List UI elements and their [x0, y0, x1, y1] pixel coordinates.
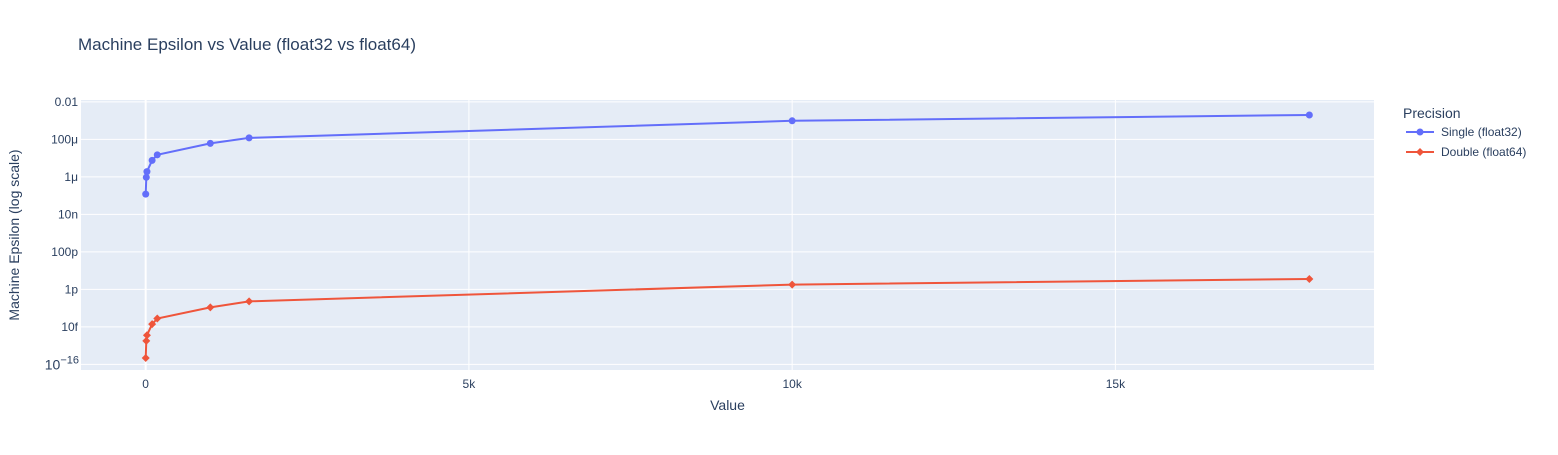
series-layer: [141, 111, 1314, 362]
data-point: [141, 353, 150, 362]
data-point: [206, 303, 215, 312]
y-tick-label: 100p: [51, 245, 78, 259]
data-point: [206, 139, 214, 147]
legend-title: Precision: [1403, 105, 1461, 121]
legend-swatch-marker: [1416, 148, 1424, 156]
data-point: [245, 134, 253, 142]
x-axis-title: Value: [710, 397, 745, 413]
data-point: [153, 151, 161, 159]
plot-area: [81, 100, 1374, 370]
data-point: [148, 156, 156, 164]
data-point: [153, 314, 162, 323]
data-point: [142, 331, 151, 340]
x-tick-label: 15k: [1106, 377, 1126, 391]
y-tick-label: 10−16: [45, 354, 79, 372]
data-point: [143, 168, 151, 176]
legend-label: Double (float64): [1441, 145, 1526, 159]
y-tick-label: 1μ: [64, 170, 78, 184]
grid-layer: [81, 100, 1374, 370]
data-point: [1305, 274, 1314, 283]
data-point: [788, 117, 796, 125]
y-axis-title: Machine Epsilon (log scale): [6, 149, 22, 320]
y-tick-label: 1p: [65, 282, 79, 296]
legend-swatch-marker: [1416, 128, 1424, 136]
axis-layer: 0.01 100μ 1μ 10n 100p 1p 10f 10−16 0 5k 10k 15k: [45, 95, 1126, 391]
data-point: [245, 297, 254, 306]
x-tick-label: 10k: [782, 377, 802, 391]
data-point: [142, 190, 150, 198]
data-point: [148, 320, 157, 329]
data-point: [788, 280, 797, 289]
y-tick-label: 100μ: [51, 132, 78, 146]
y-tick-label: 10f: [61, 320, 78, 334]
data-point: [1305, 111, 1313, 119]
legend: Precision Single (float32) Double (float6…: [1403, 105, 1526, 159]
x-tick-label: 0: [142, 377, 149, 391]
chart-title: Machine Epsilon vs Value (float32 vs flo…: [78, 35, 416, 54]
legend-label: Single (float32): [1441, 125, 1522, 139]
x-tick-label: 5k: [463, 377, 477, 391]
y-tick-label: 0.01: [55, 95, 79, 109]
data-point: [142, 173, 150, 181]
data-point: [142, 336, 151, 345]
y-tick-label: 10n: [58, 207, 78, 221]
